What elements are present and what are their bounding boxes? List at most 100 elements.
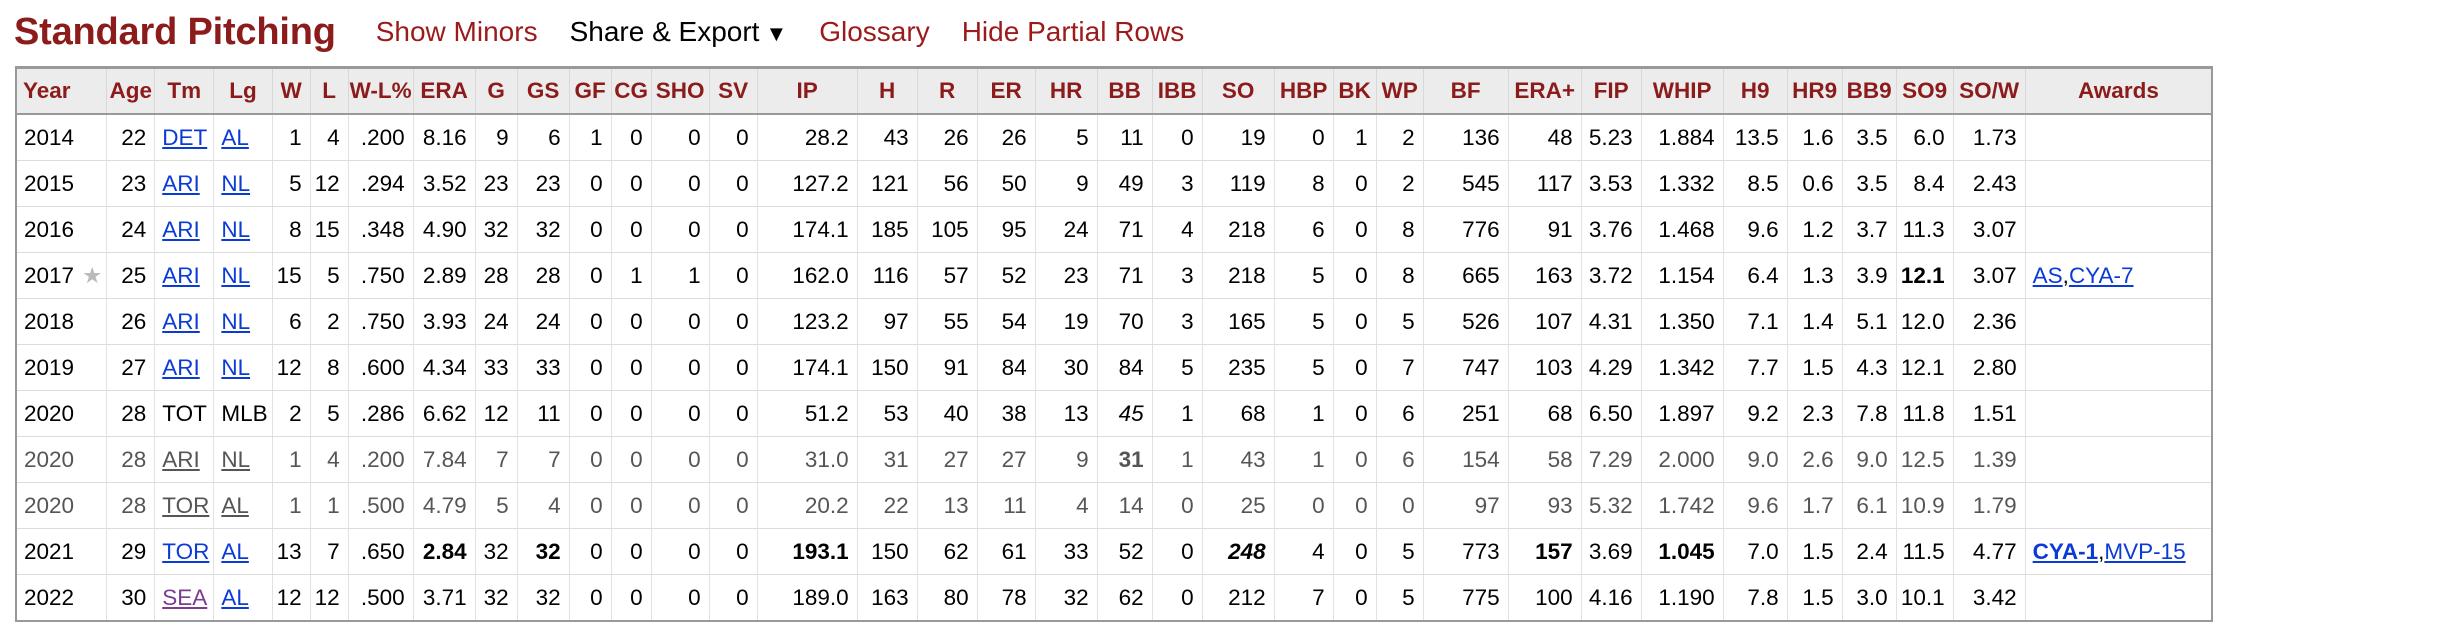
col-header[interactable]: SO/W bbox=[1953, 66, 2026, 115]
team-link[interactable]: ARI bbox=[162, 446, 200, 472]
cell-hr9: 1.3 bbox=[1787, 252, 1843, 299]
cell-hbp: 4 bbox=[1274, 528, 1334, 575]
col-header[interactable]: W bbox=[272, 66, 311, 115]
league-link[interactable]: AL bbox=[221, 124, 249, 150]
league-link[interactable]: NL bbox=[221, 446, 251, 472]
award-link[interactable]: CYA-7 bbox=[2068, 262, 2134, 288]
cell-r: 56 bbox=[917, 160, 978, 207]
cell-bb9: 3.9 bbox=[1842, 252, 1897, 299]
cell-h: 150 bbox=[857, 344, 918, 391]
league-link[interactable]: NL bbox=[221, 354, 251, 380]
col-header[interactable]: HR bbox=[1035, 66, 1098, 115]
cell-hbp: 5 bbox=[1274, 344, 1334, 391]
col-header[interactable]: W-L% bbox=[348, 66, 414, 115]
award-link[interactable]: AS bbox=[2032, 262, 2063, 288]
cell-tm: SEA bbox=[154, 574, 215, 622]
league-link[interactable]: NL bbox=[221, 308, 251, 334]
award-link[interactable]: CYA-1 bbox=[2032, 538, 2099, 564]
col-header[interactable]: SHO bbox=[651, 66, 710, 115]
team-link[interactable]: SEA bbox=[162, 584, 208, 610]
col-header[interactable]: HBP bbox=[1274, 66, 1334, 115]
col-header[interactable]: GF bbox=[569, 66, 612, 115]
cell-era: 6.62 bbox=[413, 390, 476, 437]
col-header[interactable]: FIP bbox=[1581, 66, 1642, 115]
cell-sow: 2.43 bbox=[1953, 160, 2026, 207]
glossary-link[interactable]: Glossary bbox=[819, 16, 930, 47]
col-header[interactable]: R bbox=[917, 66, 978, 115]
cell-so: 25 bbox=[1202, 482, 1275, 529]
col-header[interactable]: Lg bbox=[213, 66, 273, 115]
team-link[interactable]: ARI bbox=[162, 216, 200, 242]
col-header[interactable]: HR9 bbox=[1787, 66, 1843, 115]
league-link[interactable]: NL bbox=[221, 216, 251, 242]
col-header[interactable]: IP bbox=[757, 66, 858, 115]
col-header[interactable]: G bbox=[475, 66, 518, 115]
league-link[interactable]: AL bbox=[221, 584, 249, 610]
cell-so9: 11.3 bbox=[1896, 206, 1954, 253]
cell-bb: 71 bbox=[1097, 206, 1153, 253]
team-link[interactable]: ARI bbox=[162, 170, 200, 196]
team-link[interactable]: ARI bbox=[162, 262, 200, 288]
league-link[interactable]: NL bbox=[221, 170, 251, 196]
cell-era: 3.71 bbox=[413, 574, 476, 622]
team-link[interactable]: ARI bbox=[162, 354, 200, 380]
cell-hr: 33 bbox=[1035, 528, 1098, 575]
col-header[interactable]: Awards bbox=[2025, 66, 2213, 115]
table-row: 2020 28 ARI NL 1 4.200 7.84 7 7 0 0 0 0 31.0 31 27 27 9 31… bbox=[16, 436, 2213, 483]
cell-whip: 1.154 bbox=[1641, 252, 1724, 299]
league-link[interactable]: AL bbox=[221, 492, 249, 518]
cell-bk: 0 bbox=[1333, 160, 1377, 207]
cell-hr9: 1.6 bbox=[1787, 114, 1843, 161]
col-header[interactable]: ER bbox=[977, 66, 1036, 115]
col-header[interactable]: ERA+ bbox=[1508, 66, 1582, 115]
cell-wlp: .500 bbox=[348, 574, 414, 622]
league-link[interactable]: AL bbox=[221, 538, 249, 564]
cell-ibb: 3 bbox=[1152, 252, 1203, 299]
col-header[interactable]: L bbox=[310, 66, 349, 115]
cell-wlp: .650 bbox=[348, 528, 414, 575]
col-header[interactable]: GS bbox=[517, 66, 570, 115]
cell-cg: 0 bbox=[611, 344, 652, 391]
cell-l: 4 bbox=[310, 114, 349, 161]
cell-hr9: 1.5 bbox=[1787, 574, 1843, 622]
cell-ip: 174.1 bbox=[757, 206, 858, 253]
col-header[interactable]: BF bbox=[1423, 66, 1509, 115]
col-header[interactable]: ERA bbox=[413, 66, 476, 115]
col-header[interactable]: IBB bbox=[1152, 66, 1203, 115]
col-header[interactable]: H bbox=[857, 66, 918, 115]
team-link[interactable]: DET bbox=[162, 124, 208, 150]
cell-age: 30 bbox=[106, 574, 156, 622]
col-header[interactable]: Age bbox=[106, 66, 156, 115]
col-header[interactable]: Tm bbox=[154, 66, 215, 115]
col-header[interactable]: WP bbox=[1376, 66, 1424, 115]
cell-fip: 3.76 bbox=[1581, 206, 1642, 253]
cell-g: 23 bbox=[475, 160, 518, 207]
cell-sv: 0 bbox=[709, 528, 758, 575]
cell-ibb: 4 bbox=[1152, 206, 1203, 253]
col-header[interactable]: CG bbox=[611, 66, 652, 115]
col-header[interactable]: SV bbox=[709, 66, 758, 115]
cell-gs: 24 bbox=[517, 298, 570, 345]
col-header[interactable]: Year bbox=[16, 66, 108, 115]
share-export-menu[interactable]: Share & Export ▼ bbox=[570, 16, 788, 48]
team-link[interactable]: TOR bbox=[162, 538, 210, 564]
col-header[interactable]: BB bbox=[1097, 66, 1153, 115]
team-link[interactable]: ARI bbox=[162, 308, 200, 334]
show-minors-link[interactable]: Show Minors bbox=[375, 16, 538, 47]
cell-sow: 2.80 bbox=[1953, 344, 2026, 391]
cell-so9: 10.1 bbox=[1896, 574, 1954, 622]
col-header[interactable]: SO9 bbox=[1896, 66, 1954, 115]
award-link[interactable]: MVP-15 bbox=[2104, 538, 2186, 564]
team-link[interactable]: TOR bbox=[162, 492, 210, 518]
hide-partial-rows-link[interactable]: Hide Partial Rows bbox=[961, 16, 1185, 47]
league-link[interactable]: NL bbox=[221, 262, 251, 288]
col-header[interactable]: WHIP bbox=[1641, 66, 1724, 115]
col-header[interactable]: H9 bbox=[1723, 66, 1788, 115]
col-header[interactable]: SO bbox=[1202, 66, 1275, 115]
cell-h9: 9.0 bbox=[1723, 436, 1788, 483]
col-header[interactable]: BB9 bbox=[1842, 66, 1897, 115]
cell-hr9: 2.3 bbox=[1787, 390, 1843, 437]
col-header[interactable]: BK bbox=[1333, 66, 1377, 115]
cell-eraplus: 157 bbox=[1508, 528, 1582, 575]
cell-sow: 1.79 bbox=[1953, 482, 2026, 529]
